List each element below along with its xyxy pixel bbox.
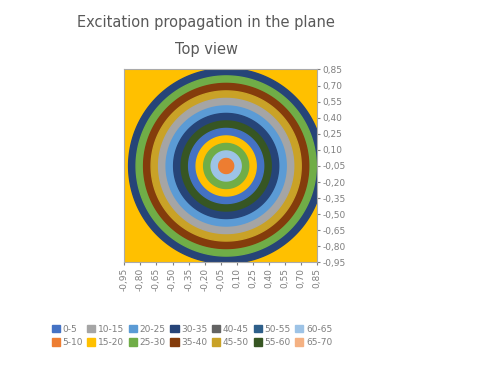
Text: Excitation propagation in the plane: Excitation propagation in the plane bbox=[77, 15, 336, 30]
Polygon shape bbox=[158, 98, 294, 234]
Polygon shape bbox=[144, 83, 309, 249]
Polygon shape bbox=[196, 136, 256, 196]
Polygon shape bbox=[151, 91, 301, 241]
Polygon shape bbox=[219, 159, 234, 173]
Text: Top view: Top view bbox=[175, 42, 238, 58]
Polygon shape bbox=[174, 113, 279, 218]
Polygon shape bbox=[136, 76, 316, 256]
Polygon shape bbox=[189, 129, 264, 203]
Legend: 0-5, 5-10, 10-15, 15-20, 20-25, 25-30, 30-35, 35-40, 40-45, 45-50, 50-55, 55-60,: 0-5, 5-10, 10-15, 15-20, 20-25, 25-30, 3… bbox=[48, 321, 336, 351]
Polygon shape bbox=[129, 68, 324, 264]
Polygon shape bbox=[211, 151, 241, 181]
Polygon shape bbox=[65, 5, 387, 327]
Polygon shape bbox=[166, 106, 286, 226]
Polygon shape bbox=[181, 121, 271, 211]
Polygon shape bbox=[204, 144, 249, 188]
